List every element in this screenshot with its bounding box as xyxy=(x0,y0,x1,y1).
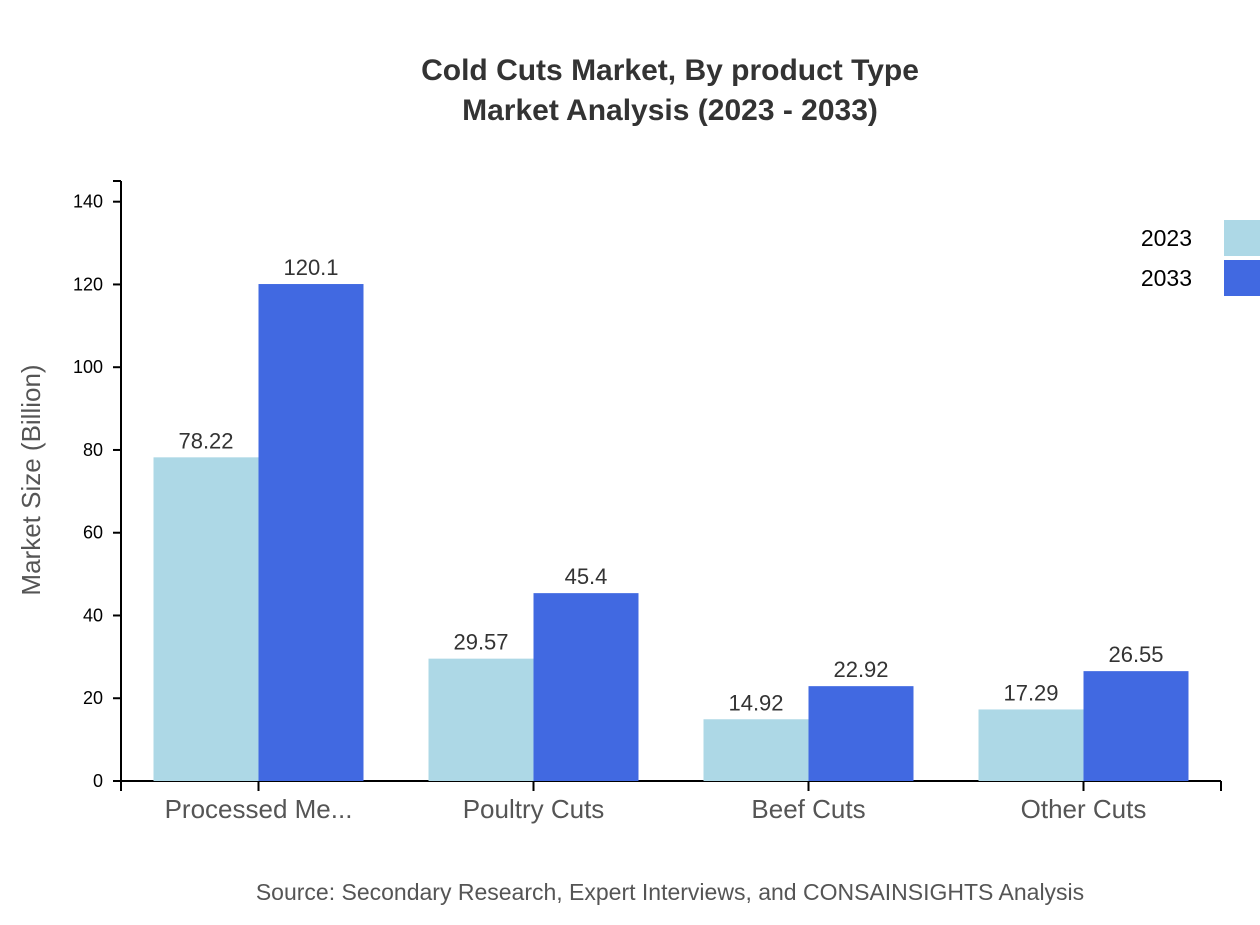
plot-area: 0 20 40 60 80 100 120 140 Processed Me... 78.22 12… xyxy=(73,180,1222,824)
bar-value-label: 14.92 xyxy=(728,690,783,715)
bar-2033 xyxy=(1083,671,1189,781)
bar-value-label: 78.22 xyxy=(178,428,233,453)
bar-2023 xyxy=(428,658,534,781)
bar-value-label: 26.55 xyxy=(1108,642,1163,667)
x-tick-label: Beef Cuts xyxy=(751,794,865,824)
y-tick-label: 0 xyxy=(93,771,103,791)
bar-value-label: 17.29 xyxy=(1003,680,1058,705)
y-tick-label: 80 xyxy=(83,440,103,460)
y-tick-label: 120 xyxy=(73,274,103,294)
bar-value-label: 29.57 xyxy=(453,630,508,655)
y-axis-label: Market Size (Billion) xyxy=(16,364,46,595)
x-tick-label: Other Cuts xyxy=(1021,794,1147,824)
bar-value-label: 120.1 xyxy=(283,255,338,280)
y-tick-label: 140 xyxy=(73,192,103,212)
legend: 2023 2033 xyxy=(1141,220,1260,296)
bar-2023 xyxy=(153,457,259,781)
bar-2033 xyxy=(533,593,639,781)
y-tick-label: 100 xyxy=(73,357,103,377)
legend-swatch-2033 xyxy=(1224,260,1260,296)
chart-subtitle: Market Analysis (2023 - 2033) xyxy=(462,94,878,127)
bar-value-label: 22.92 xyxy=(833,657,888,682)
bar-2033 xyxy=(258,284,364,781)
bar-2023 xyxy=(703,719,809,781)
x-tick-label: Processed Me... xyxy=(165,794,353,824)
y-tick-label: 20 xyxy=(83,688,103,708)
y-tick-label: 60 xyxy=(83,523,103,543)
x-tick-label: Poultry Cuts xyxy=(463,794,605,824)
legend-label-2033: 2033 xyxy=(1141,265,1192,291)
bar-2033 xyxy=(808,686,914,781)
y-tick-label: 40 xyxy=(83,605,103,625)
legend-label-2023: 2023 xyxy=(1141,225,1192,251)
legend-swatch-2023 xyxy=(1224,220,1260,256)
bar-value-label: 45.4 xyxy=(565,564,608,589)
bar-2023 xyxy=(978,709,1084,781)
chart-title: Cold Cuts Market, By product Type xyxy=(421,54,919,87)
source-note: Source: Secondary Research, Expert Inter… xyxy=(256,879,1084,905)
